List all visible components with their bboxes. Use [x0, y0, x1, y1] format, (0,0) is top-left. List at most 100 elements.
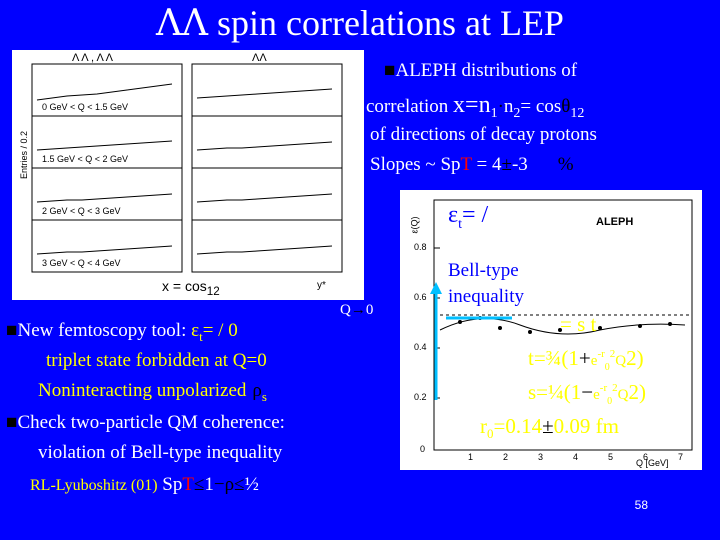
left-histogram-figure: Λ Λ , Λ Λ ΛΛ Entries / 0.2 0 GeV < Q < 1… — [12, 50, 364, 300]
bell-label-1: Bell-type — [448, 260, 519, 281]
aleph-line-3: of directions of decay protons — [370, 124, 597, 145]
eq-exp: e — [590, 353, 598, 369]
axis-letter: y* — [317, 280, 326, 291]
nonint-sub: s — [261, 388, 267, 404]
y-tick-4: 0 — [420, 444, 426, 454]
title-text: spin correlations at LEP — [208, 3, 564, 43]
bullet-icon-3: ■ — [6, 412, 18, 433]
slopes-prefix: Slopes ~ Sp — [370, 154, 461, 175]
rho-t-icon: ρ — [224, 474, 235, 495]
aleph-line-2-eq: = cos — [520, 96, 562, 117]
epsilon-icon: ε — [191, 320, 200, 341]
x-tick-6: 6 — [643, 452, 649, 462]
eq-q-2: Q — [617, 387, 629, 403]
bullet-icon-2: ■ — [6, 320, 18, 341]
aleph-line-2: correlation x=n1·n2= cosθ12 — [366, 92, 584, 122]
eq-exp-2: e — [593, 387, 600, 403]
bell-label-2: inequality — [448, 286, 524, 307]
triplet-text: triplet state — [46, 350, 131, 371]
percent-icon: % — [557, 154, 574, 175]
aleph-line-2-prefix: correlation — [366, 96, 454, 117]
slopes-line: Slopes ~ SpT = 4±-3% — [370, 154, 574, 176]
eq-sq: 2 — [609, 348, 616, 360]
eq-r0-line: r0=0.14±0.09 fm — [480, 414, 619, 442]
x-tick-1: 1 — [468, 452, 474, 462]
minus-icon: − — [213, 474, 225, 495]
eq-exp-sup: -r — [597, 348, 605, 360]
right-epsilon-figure: ALEPH ε(Q) 0.8 0.6 0.4 0.2 0 1 2 3 4 5 6… — [400, 190, 702, 470]
aleph-line-2-n: n — [503, 96, 514, 117]
eq-rho-t-prefix: t=¾(1 — [528, 346, 579, 370]
page-number: 58 — [634, 498, 648, 512]
minus-icon-2: − — [581, 380, 594, 404]
x-tick-7: 7 — [678, 452, 684, 462]
eq-sq-2: 2 — [612, 382, 618, 394]
epsilon-t-sub: t — [199, 328, 203, 344]
panel-label-2: 1.5 GeV < Q < 2 GeV — [42, 154, 129, 164]
x-caption: x = cos12 — [162, 278, 220, 298]
y-tick-3: 0.2 — [414, 392, 427, 402]
arrow-icon: → — [350, 302, 366, 318]
panel-label-1: 0 GeV < Q < 1.5 GeV — [42, 102, 129, 112]
y-tick-0: 0.8 — [414, 242, 427, 252]
forbidden-text: forbidden at Q=0 — [130, 350, 267, 371]
femto-prefix: New femtoscopy tool: — [17, 320, 192, 341]
q-arrow-label: Q→0 — [340, 302, 373, 319]
check-line: ■Check two-particle QM coherence: — [6, 412, 285, 434]
eq-r0-tail: =0.14 — [493, 414, 543, 438]
rl-half: ½ — [244, 474, 259, 495]
femto-line: ■New femtoscopy tool: εt= / 0 — [6, 320, 238, 345]
epsilon-formula-text: = / — [461, 202, 489, 228]
slide-title: ΛΛ spin correlations at LEP — [0, 2, 720, 44]
y-tick-2: 0.4 — [414, 342, 427, 352]
slopes-T: T — [460, 154, 472, 175]
panel-label-3: 2 GeV < Q < 3 GeV — [42, 206, 121, 216]
eq-r-sub-2: 0 — [607, 396, 613, 408]
histogram-label-right: ΛΛ — [252, 52, 267, 64]
dot-icon: · — [497, 96, 504, 117]
eq-r0: r — [480, 414, 487, 438]
aleph-line-1: ■ALEPH distributions of — [384, 60, 577, 82]
plusminus-icon-2: ± — [542, 414, 554, 438]
violation-line: violation of Bell-type inequality — [38, 442, 283, 463]
rl-T: T — [182, 474, 194, 495]
eq-exp-sup-2: -r — [599, 382, 608, 394]
histogram-y-axis-label: Entries / 0.2 — [19, 130, 30, 180]
rl-line: RL-Lyuboshitz (01) SpT≤1−ρ≤½ — [30, 474, 259, 496]
x-caption-text: x = cos — [162, 278, 207, 294]
histogram-label-left: Λ Λ , Λ Λ — [72, 52, 114, 64]
eq-close: 2) — [626, 346, 644, 370]
nonint-line: Noninteracting unpolarized ρs — [38, 380, 267, 405]
eq-q: Q — [615, 353, 627, 369]
aleph-line-2-sub: 12 — [570, 105, 585, 121]
check-text: Check two-particle QM coherence: — [17, 412, 285, 433]
bullet-icon: ■ — [384, 60, 396, 81]
nonint-text: Noninteracting unpolarized — [38, 380, 247, 401]
x-tick-5: 5 — [608, 452, 614, 462]
slopes-tail: -3 — [511, 154, 528, 175]
eq-r-sub: 0 — [604, 362, 610, 374]
eq-rho-s-prefix: s=¼(1 — [528, 380, 582, 404]
plus-icon: + — [578, 346, 591, 370]
rl-sp: Sp — [157, 474, 183, 495]
q-arrow-value: 0 — [365, 302, 374, 318]
aleph-line-1-text: ALEPH distributions of — [395, 60, 578, 81]
x-tick-4: 4 — [573, 452, 579, 462]
epsilon-formula-sub: t — [458, 216, 462, 232]
rl-tail: 1 — [204, 474, 214, 495]
x-tick-2: 2 — [503, 452, 509, 462]
aleph-brand: ALEPH — [596, 216, 634, 228]
rho-icon: ρ — [252, 380, 262, 401]
le-icon-2: ≤ — [234, 474, 245, 495]
theta-icon: θ — [561, 96, 571, 117]
histogram-svg — [31, 63, 343, 273]
y-tick-1: 0.6 — [414, 292, 427, 302]
eq-close-2: 2) — [628, 380, 646, 404]
x-tick-3: 3 — [538, 452, 544, 462]
epsilon-formula: εt= / — [448, 202, 489, 232]
slopes-suffix: = 4 — [471, 154, 502, 175]
femto-formula: = / 0 — [202, 320, 238, 341]
eq-rho-s-line: s=¼(1−e-r 0 2Q2) — [528, 380, 646, 407]
rl-text: RL-Lyuboshitz (01) — [30, 477, 158, 494]
eq-r0-err: 0.09 fm — [553, 414, 619, 438]
